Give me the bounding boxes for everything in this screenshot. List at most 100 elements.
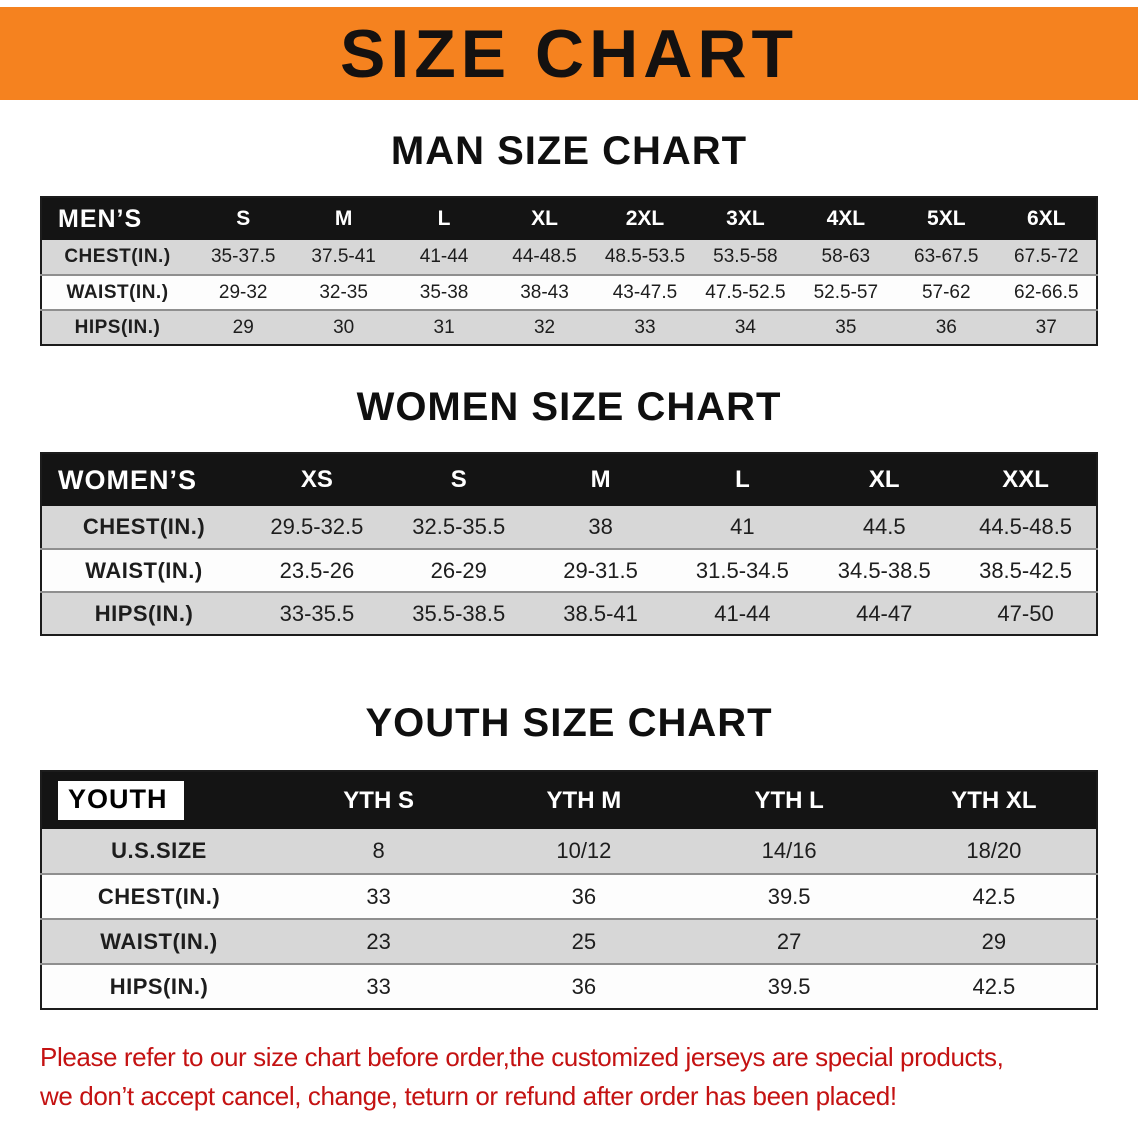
size-value-cell: 33-35.5 bbox=[279, 600, 355, 626]
measurement-row: U.S.SIZE 8 10/12 14/16 18/20 bbox=[41, 829, 1097, 874]
size-value-cell: 23.5-26 bbox=[279, 557, 355, 583]
size-column-header: XL bbox=[813, 453, 956, 506]
banner: SIZE CHART bbox=[0, 7, 1138, 100]
size-value-cell: 30 bbox=[333, 316, 355, 338]
disclaimer-line-1: Please refer to our size chart before or… bbox=[40, 1042, 1004, 1072]
size-value-cell: 53.5-58 bbox=[713, 246, 778, 267]
size-value-cell: 38 bbox=[588, 514, 613, 539]
size-value-cell: 36 bbox=[571, 883, 597, 909]
men-size-chart-heading: MAN SIZE CHART bbox=[390, 129, 748, 173]
size-value-cell: 34 bbox=[734, 316, 756, 338]
size-value-cell: 63-67.5 bbox=[914, 246, 979, 267]
size-column-header: S bbox=[387, 453, 530, 506]
size-column-header: 6XL bbox=[996, 197, 1097, 240]
table-title-cell: MEN’S bbox=[41, 197, 193, 240]
size-value-cell: 41 bbox=[730, 514, 755, 539]
measurement-row-label: HIPS(IN.) bbox=[109, 973, 209, 999]
header-label: WOMEN’S bbox=[58, 464, 197, 495]
size-value-cell: 33 bbox=[366, 883, 391, 909]
size-value-cell: 67.5-72 bbox=[1014, 246, 1079, 267]
measurement-row-label: WAIST(IN.) bbox=[85, 557, 203, 583]
women-size-table: WOMEN’S XS S M L XL XXL CHEST(IN.) 29.5-32.5 32.5… bbox=[40, 452, 1098, 636]
measurement-row-label: WAIST(IN.) bbox=[100, 928, 218, 954]
measurement-row: CHEST(IN.) 35-37.5 37.5-41 41-44 44-48.5 48.5… bbox=[41, 240, 1097, 275]
measurement-row-label: HIPS(IN.) bbox=[94, 600, 194, 626]
size-value-cell: 25 bbox=[571, 928, 597, 954]
size-column-header: YTH M bbox=[481, 771, 687, 829]
size-chart-page: SIZE CHART MAN SIZE CHART MEN’S S M L XL 2XL 3… bbox=[0, 7, 1138, 1116]
measurement-row-label: CHEST(IN.) bbox=[64, 246, 171, 267]
size-column-header: 4XL bbox=[795, 197, 897, 240]
size-value-cell: 32-35 bbox=[319, 281, 368, 303]
size-value-cell: 47.5-52.5 bbox=[705, 281, 786, 303]
size-column-header: 2XL bbox=[594, 197, 696, 240]
size-value-cell: 58-63 bbox=[821, 246, 871, 267]
youth-size-section: YOUTH SIZE CHART YOUTH YTH S YTH M YTH L YTH… bbox=[0, 700, 1138, 1010]
size-value-cell: 32 bbox=[533, 316, 556, 338]
header-label: S bbox=[450, 466, 467, 493]
size-column-header: M bbox=[293, 197, 394, 240]
header-label: M bbox=[590, 466, 611, 493]
size-table-header-row: MEN’S S M L XL 2XL 3XL 4XL 5XL 6XL bbox=[41, 197, 1097, 240]
size-value-cell: 18/20 bbox=[966, 838, 1022, 863]
size-value-cell: 32.5-35.5 bbox=[412, 514, 506, 539]
size-value-cell: 34.5-38.5 bbox=[837, 557, 931, 583]
header-label: XS bbox=[300, 466, 333, 493]
size-value-cell: 41-44 bbox=[419, 246, 469, 267]
measurement-row: WAIST(IN.) 23 25 27 29 bbox=[41, 919, 1097, 964]
size-value-cell: 38.5-41 bbox=[563, 600, 638, 626]
size-value-cell: 29 bbox=[232, 316, 254, 338]
women-size-chart-heading: WOMEN SIZE CHART bbox=[356, 385, 782, 429]
size-table-header-row: YOUTH YTH S YTH M YTH L YTH XL bbox=[41, 771, 1097, 829]
size-table-header-row: WOMEN’S XS S M L XL XXL bbox=[41, 453, 1097, 506]
size-value-cell: 38-43 bbox=[520, 281, 569, 303]
size-value-cell: 52.5-57 bbox=[813, 281, 879, 303]
measurement-row: HIPS(IN.) 33 36 39.5 42.5 bbox=[41, 964, 1097, 1009]
size-column-header: M bbox=[529, 453, 672, 506]
size-column-header: YTH XL bbox=[891, 771, 1097, 829]
table-title-cell: WOMEN’S bbox=[41, 453, 246, 506]
header-label: YTH M bbox=[546, 786, 622, 814]
size-value-cell: 44-47 bbox=[856, 600, 913, 626]
measurement-row: HIPS(IN.) 29 30 31 32 33 34 35 36 37 bbox=[41, 310, 1097, 345]
header-label: YTH S bbox=[343, 786, 414, 814]
size-value-cell: 8 bbox=[372, 838, 385, 863]
size-value-cell: 42.5 bbox=[972, 883, 1016, 909]
header-label: YTH L bbox=[754, 786, 824, 814]
size-value-cell: 42.5 bbox=[972, 973, 1016, 999]
size-value-cell: 35-38 bbox=[419, 281, 469, 303]
measurement-row-label: WAIST(IN.) bbox=[66, 281, 169, 303]
size-value-cell: 33 bbox=[634, 316, 656, 338]
size-value-cell: 35 bbox=[835, 316, 857, 338]
size-value-cell: 44.5 bbox=[862, 514, 906, 539]
page-title: SIZE CHART bbox=[340, 15, 798, 92]
size-column-header: YTH L bbox=[686, 771, 892, 829]
youth-size-chart-heading: YOUTH SIZE CHART bbox=[365, 701, 773, 745]
size-value-cell: 47-50 bbox=[997, 600, 1054, 626]
size-value-cell: 39.5 bbox=[767, 973, 811, 999]
header-label: 4XL bbox=[826, 207, 866, 230]
size-value-cell: 62-66.5 bbox=[1014, 281, 1079, 303]
measurement-row: WAIST(IN.) 29-32 32-35 35-38 38-43 43-47.5 47.… bbox=[41, 275, 1097, 310]
size-value-cell: 10/12 bbox=[556, 838, 612, 863]
disclaimer-line-2: we don’t accept cancel, change, teturn o… bbox=[40, 1081, 897, 1111]
size-value-cell: 44-48.5 bbox=[512, 246, 577, 267]
size-value-cell: 14/16 bbox=[761, 838, 817, 863]
size-value-cell: 26-29 bbox=[430, 557, 487, 583]
men-size-table: MEN’S S M L XL 2XL 3XL 4XL 5XL 6XL CHEST(IN.) 35-37… bbox=[40, 196, 1098, 346]
size-value-cell: 29-31.5 bbox=[563, 557, 638, 583]
size-value-cell: 27 bbox=[776, 928, 802, 954]
size-value-cell: 38.5-42.5 bbox=[979, 557, 1073, 583]
header-label: 6XL bbox=[1026, 207, 1066, 230]
size-value-cell: 31.5-34.5 bbox=[695, 557, 789, 583]
size-column-header: XL bbox=[494, 197, 595, 240]
measurement-row-label: CHEST(IN.) bbox=[97, 883, 221, 909]
size-value-cell: 29 bbox=[981, 928, 1007, 954]
size-value-cell: 36 bbox=[571, 973, 597, 999]
header-label: MEN’S bbox=[58, 204, 143, 233]
header-label: 3XL bbox=[726, 207, 765, 230]
women-size-section: WOMEN SIZE CHART WOMEN’S XS S M L XL XXL CHEST(… bbox=[0, 384, 1138, 636]
men-size-section: MAN SIZE CHART MEN’S S M L XL 2XL 3XL 4XL 5XL 6XL… bbox=[0, 128, 1138, 346]
measurement-row-label: U.S.SIZE bbox=[111, 838, 207, 863]
size-value-cell: 23 bbox=[366, 928, 391, 954]
